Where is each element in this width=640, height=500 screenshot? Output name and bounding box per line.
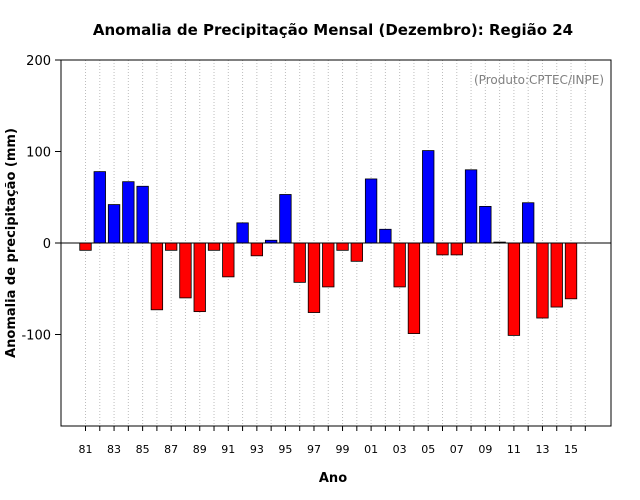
bar-02 <box>379 228 392 244</box>
y-axis-title: Anomalia de precipitação (mm) <box>4 128 19 358</box>
x-tick-label: 01 <box>364 443 378 456</box>
bar-88 <box>179 242 192 299</box>
x-tick-label: 09 <box>478 443 492 456</box>
bar-92 <box>236 222 249 244</box>
x-tick-label: 91 <box>221 443 235 456</box>
x-tick-label: 87 <box>164 443 178 456</box>
chart-title: Anomalia de Precipitação Mensal (Dezembr… <box>93 21 573 39</box>
bar-97 <box>307 242 321 313</box>
bar-91 <box>222 242 235 278</box>
bar-90 <box>207 242 221 251</box>
bar-01 <box>364 178 378 244</box>
y-tick-label: 0 <box>43 237 51 252</box>
x-tick-label: 13 <box>535 443 549 456</box>
bar-04 <box>407 242 421 334</box>
bar-93 <box>250 242 264 257</box>
bar-83 <box>107 204 121 244</box>
x-axis-title: Ano <box>319 471 347 486</box>
source-annotation: (Produto:CPTEC/INPE) <box>474 73 604 87</box>
x-tick-label: 99 <box>336 443 350 456</box>
y-axis: 200 100 0 -100 <box>21 54 61 344</box>
y-tick-label: -100 <box>21 329 51 344</box>
bar-85 <box>136 185 149 244</box>
bars <box>79 150 578 336</box>
x-tick-label: 89 <box>193 443 207 456</box>
x-tick-label: 03 <box>393 443 407 456</box>
x-tick-label: 97 <box>307 443 321 456</box>
x-tick-label: 93 <box>250 443 264 456</box>
bar-00 <box>350 242 363 262</box>
bar-15 <box>564 242 578 300</box>
bar-12 <box>522 202 535 244</box>
bar-84 <box>122 181 135 244</box>
y-tick-label: 100 <box>26 146 51 161</box>
y-tick-label: 200 <box>26 54 51 69</box>
x-tick-label: 11 <box>507 443 521 456</box>
bar-06 <box>436 242 449 256</box>
bar-98 <box>322 242 335 288</box>
x-tick-label: 81 <box>79 443 93 456</box>
bar-09 <box>479 205 492 244</box>
bar-87 <box>165 242 178 251</box>
bar-96 <box>293 242 306 283</box>
x-axis: 81 83 85 87 89 91 93 95 97 99 01 03 05 07 09 11 13 15 <box>79 426 586 456</box>
bar-81 <box>79 242 92 251</box>
bar-89 <box>193 242 206 313</box>
x-tick-label: 07 <box>450 443 464 456</box>
bar-86 <box>150 242 164 311</box>
bar-07 <box>450 242 463 256</box>
bar-03 <box>393 242 406 288</box>
bar-11 <box>507 242 521 336</box>
bar-14 <box>550 242 563 308</box>
x-tick-label: 05 <box>421 443 435 456</box>
x-tick-label: 83 <box>107 443 121 456</box>
bar-13 <box>536 242 549 319</box>
x-tick-label: 15 <box>564 443 578 456</box>
bar-82 <box>93 171 106 244</box>
bar-99 <box>336 242 349 251</box>
bar-05 <box>422 150 435 244</box>
bar-08 <box>464 169 478 244</box>
bar-95 <box>279 194 292 244</box>
x-tick-label: 95 <box>278 443 292 456</box>
x-tick-label: 85 <box>136 443 150 456</box>
